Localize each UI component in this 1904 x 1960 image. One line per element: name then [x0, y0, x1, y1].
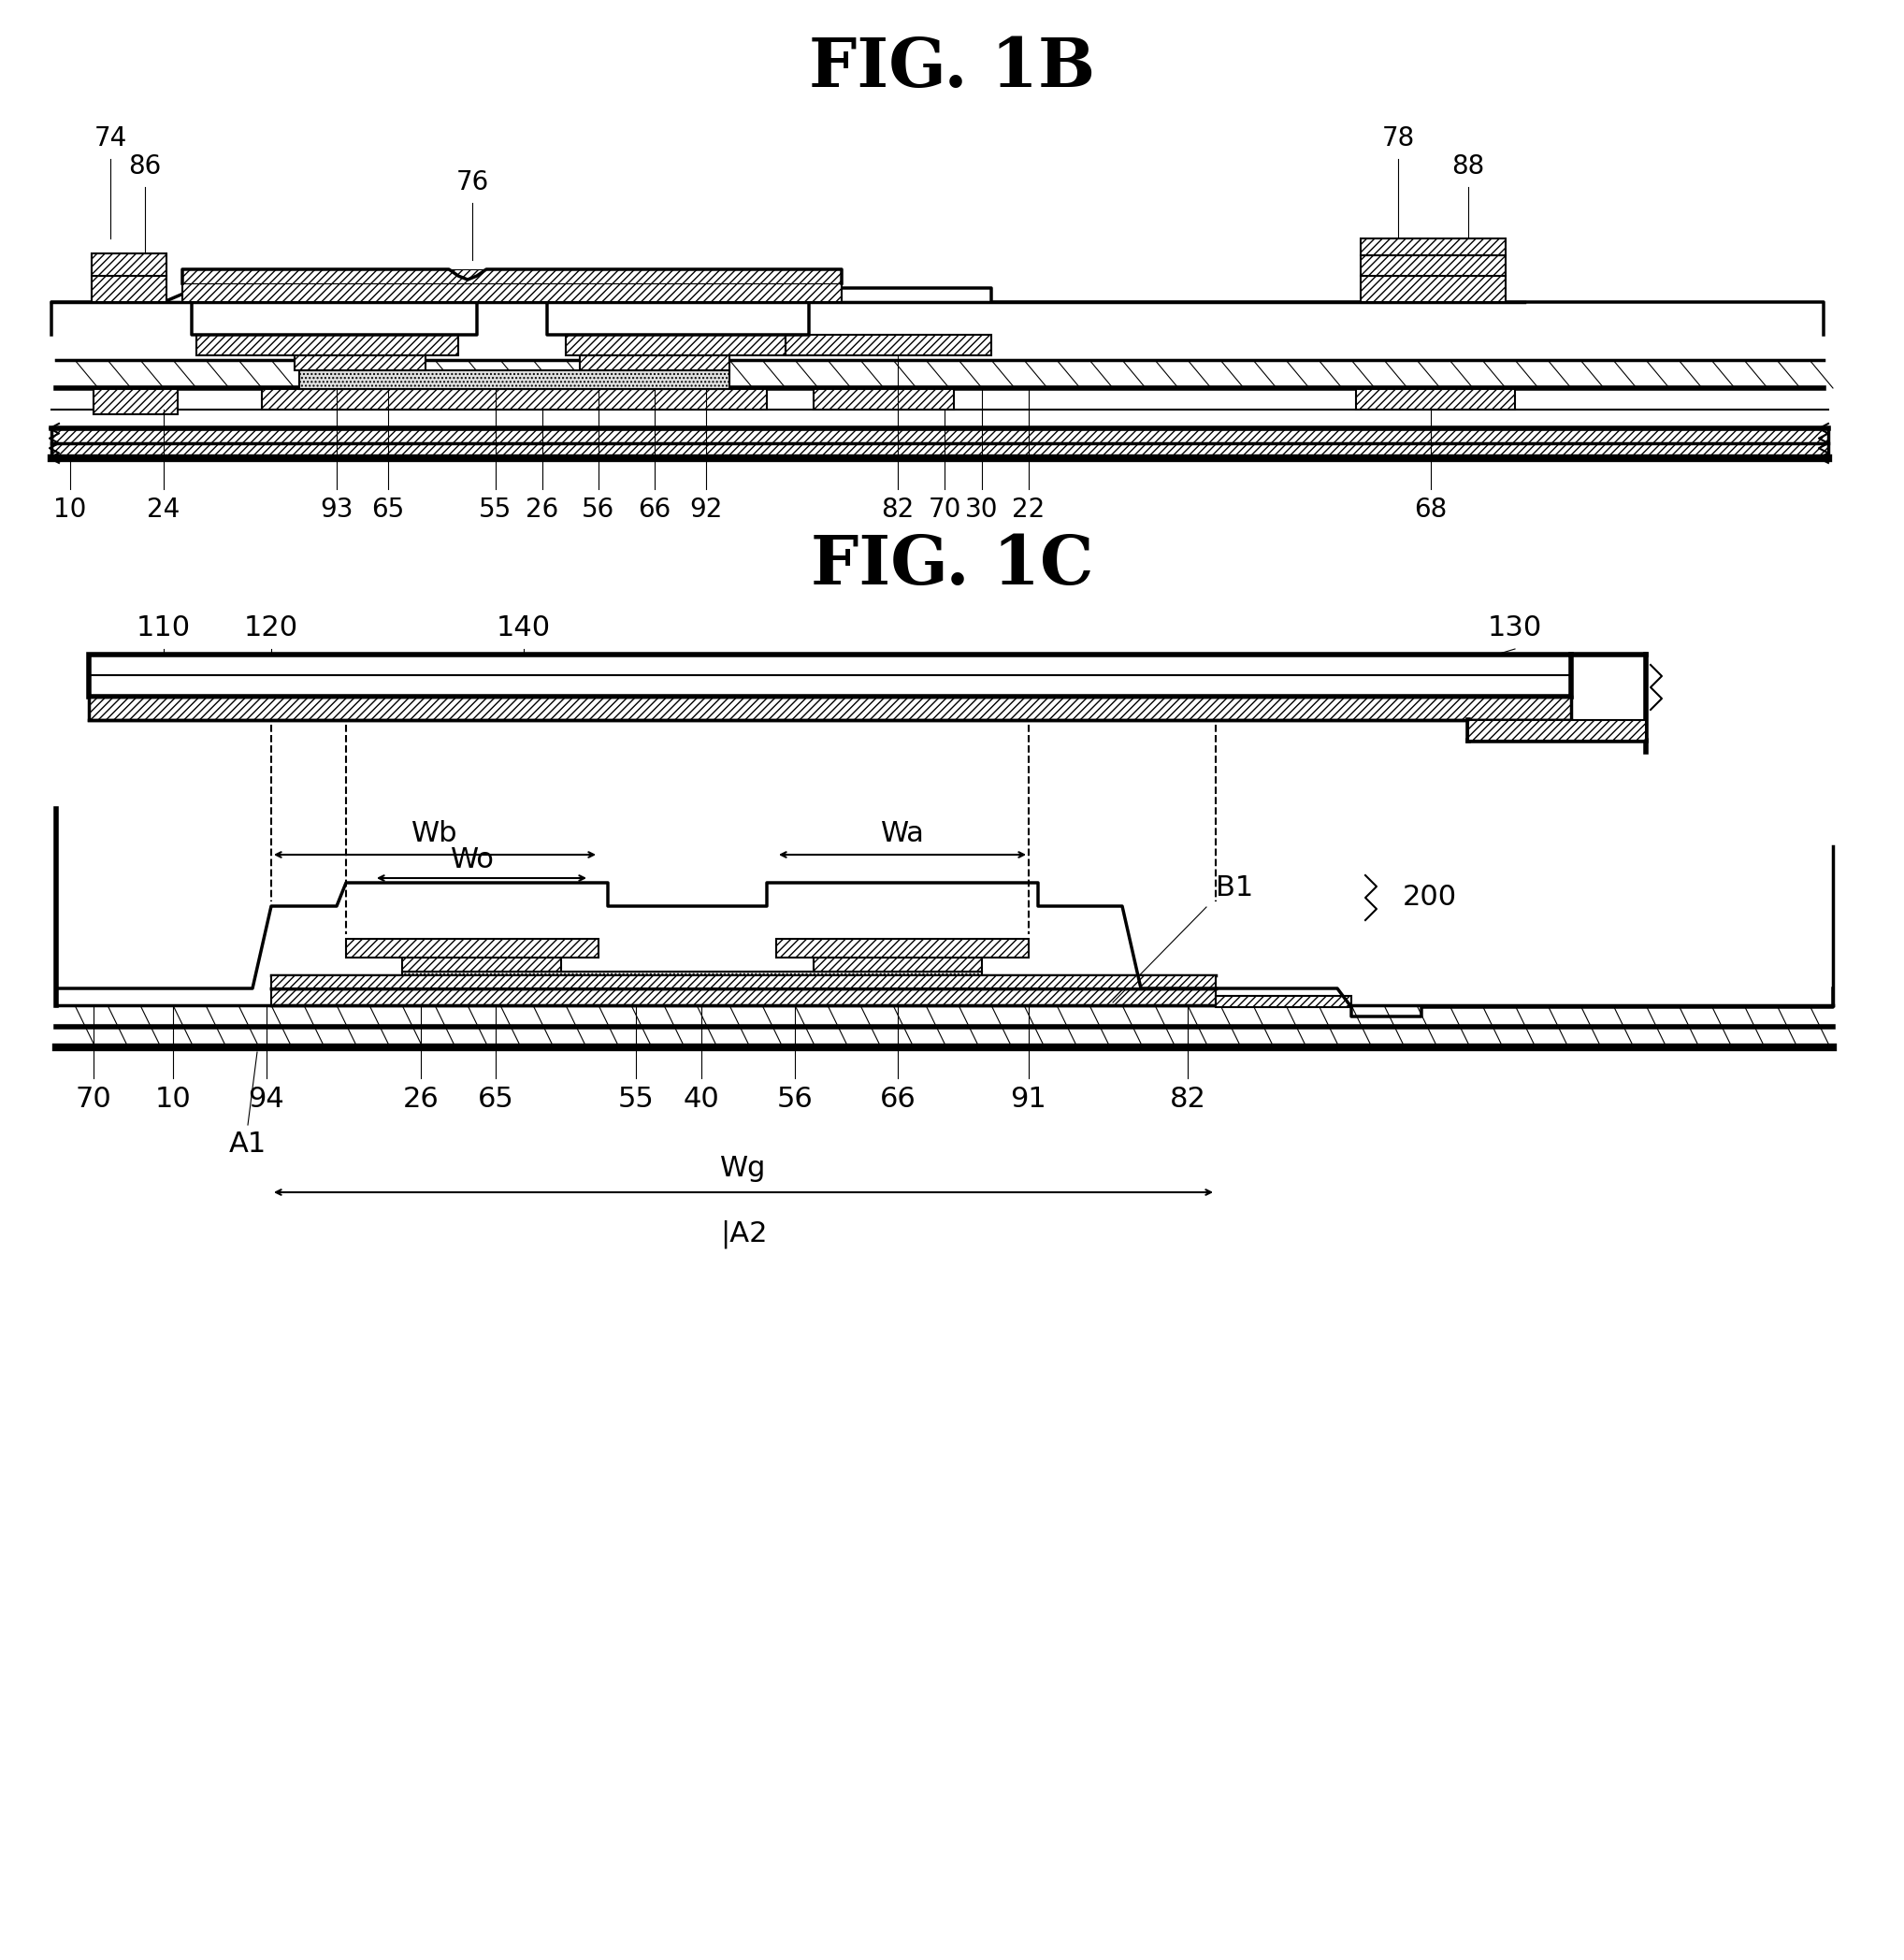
Text: Wo: Wo	[451, 847, 495, 872]
Text: 22: 22	[1013, 496, 1045, 523]
Text: 140: 140	[497, 615, 550, 643]
Bar	[263, 388, 767, 410]
Text: 26: 26	[404, 1086, 440, 1113]
Text: 200: 200	[1403, 884, 1457, 911]
Text: 65: 65	[371, 496, 404, 523]
Text: 26: 26	[526, 496, 560, 523]
Text: 55: 55	[480, 496, 512, 523]
Text: Wb: Wb	[411, 821, 459, 847]
Bar	[89, 696, 1571, 719]
Text: 10: 10	[53, 496, 88, 523]
Bar	[813, 958, 982, 972]
Text: 86: 86	[128, 153, 162, 180]
Bar	[270, 988, 1217, 1005]
Text: 56: 56	[777, 1086, 813, 1113]
Bar	[1217, 996, 1352, 1007]
Text: 91: 91	[1011, 1086, 1047, 1113]
Text: 70: 70	[76, 1086, 112, 1113]
Bar	[565, 335, 803, 355]
Text: 56: 56	[583, 496, 615, 523]
Bar	[777, 939, 1028, 958]
Text: FIG. 1B: FIG. 1B	[809, 33, 1095, 100]
Text: 65: 65	[478, 1086, 514, 1113]
Bar	[91, 253, 166, 276]
Text: 40: 40	[684, 1086, 720, 1113]
Bar	[1361, 239, 1506, 255]
Bar	[51, 429, 1828, 459]
Bar	[1361, 255, 1506, 276]
Text: Wa: Wa	[880, 821, 923, 847]
Bar	[813, 388, 954, 410]
Text: 55: 55	[617, 1086, 655, 1113]
Text: 68: 68	[1415, 496, 1447, 523]
Bar	[91, 276, 166, 302]
Text: Wg: Wg	[720, 1154, 767, 1182]
Bar	[402, 958, 562, 972]
Text: 93: 93	[320, 496, 354, 523]
Bar	[295, 355, 425, 370]
Text: A1: A1	[228, 1131, 267, 1156]
Text: 24: 24	[147, 496, 181, 523]
Bar	[299, 370, 729, 388]
Text: B1: B1	[1215, 874, 1253, 902]
Text: 76: 76	[455, 169, 489, 196]
Bar	[183, 269, 842, 284]
Text: |A2: |A2	[720, 1219, 767, 1249]
Bar	[1468, 719, 1645, 741]
Bar	[89, 655, 1571, 696]
Bar	[93, 388, 177, 414]
Bar	[786, 335, 992, 355]
Bar	[196, 335, 459, 355]
Text: 92: 92	[689, 496, 724, 523]
Text: 78: 78	[1382, 125, 1415, 151]
Bar	[402, 972, 982, 988]
Bar	[270, 976, 1217, 988]
Bar	[1356, 388, 1516, 410]
Bar	[347, 939, 598, 958]
Text: 74: 74	[93, 125, 128, 151]
Bar	[1361, 276, 1506, 302]
Text: 110: 110	[137, 615, 190, 643]
Text: FIG. 1C: FIG. 1C	[811, 533, 1093, 600]
Bar	[183, 284, 842, 302]
Text: 66: 66	[880, 1086, 916, 1113]
Text: 94: 94	[248, 1086, 284, 1113]
Bar	[581, 355, 729, 370]
Text: 30: 30	[965, 496, 998, 523]
Text: 88: 88	[1451, 153, 1485, 180]
Text: 70: 70	[927, 496, 962, 523]
Text: 82: 82	[1169, 1086, 1205, 1113]
Text: 10: 10	[154, 1086, 190, 1113]
Text: 82: 82	[882, 496, 914, 523]
Text: 130: 130	[1487, 615, 1542, 643]
Text: 120: 120	[244, 615, 299, 643]
Text: 66: 66	[638, 496, 670, 523]
